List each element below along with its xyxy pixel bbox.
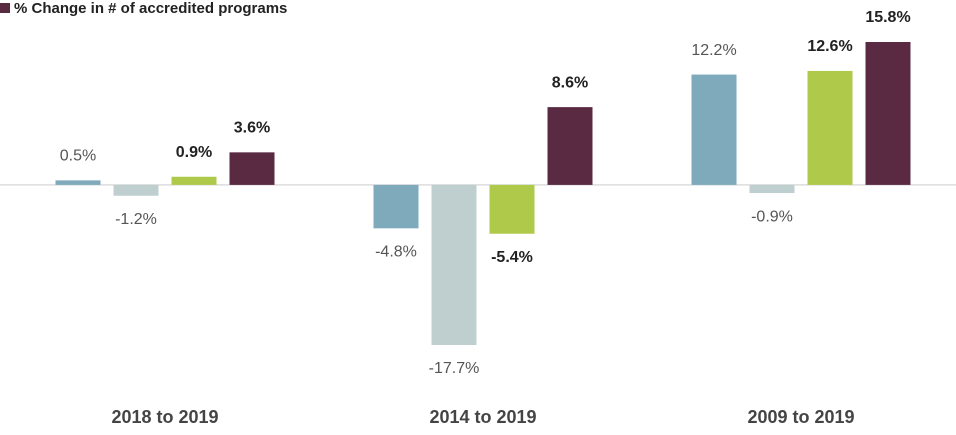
bar bbox=[807, 70, 853, 185]
bar bbox=[865, 42, 911, 185]
data-label: 15.8% bbox=[865, 9, 910, 26]
legend-swatch bbox=[0, 3, 10, 13]
x-tick-label: 2018 to 2019 bbox=[111, 407, 218, 427]
bar bbox=[113, 184, 159, 196]
data-label: 0.9% bbox=[176, 144, 212, 161]
bar bbox=[373, 184, 419, 229]
data-label: -5.4% bbox=[491, 249, 533, 266]
data-label: 8.6% bbox=[552, 74, 588, 91]
bar bbox=[691, 74, 737, 185]
bar bbox=[749, 184, 795, 194]
data-label: -4.8% bbox=[375, 244, 417, 261]
bar bbox=[431, 184, 477, 345]
bar bbox=[547, 107, 593, 185]
data-label: -1.2% bbox=[115, 211, 157, 228]
legend-label: % Change in # of accredited programs bbox=[14, 0, 287, 17]
data-label: -0.9% bbox=[751, 208, 793, 225]
bar bbox=[171, 176, 217, 185]
data-label: 12.6% bbox=[807, 38, 852, 55]
data-label: 0.5% bbox=[60, 148, 96, 165]
x-tick-label: 2009 to 2019 bbox=[747, 407, 854, 427]
bar bbox=[489, 184, 535, 234]
bar bbox=[229, 152, 275, 185]
bar bbox=[55, 180, 101, 185]
x-tick-label: 2014 to 2019 bbox=[429, 407, 536, 427]
data-label: 3.6% bbox=[234, 120, 270, 137]
data-label: -17.7% bbox=[429, 360, 480, 377]
data-label: 12.2% bbox=[691, 42, 736, 59]
